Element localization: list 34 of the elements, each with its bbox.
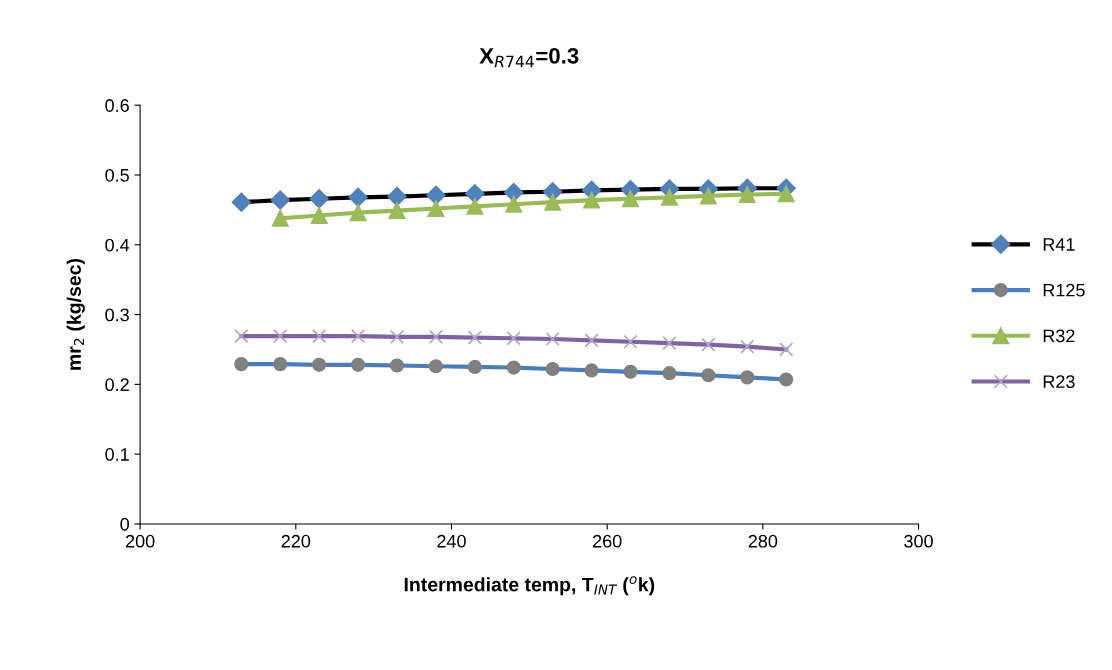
x-axis-title: Intermediate temp, T$_{INT}$ ($^{o}$k) — [404, 576, 655, 596]
point — [777, 185, 795, 203]
legend-label: R125 — [1043, 283, 1085, 297]
point — [622, 190, 639, 208]
y-tick-label: 0.5 — [105, 168, 129, 182]
point — [466, 197, 484, 215]
x-tick-label: 200 — [125, 534, 155, 548]
point — [660, 188, 678, 206]
point — [544, 193, 562, 211]
x-tick-label: 260 — [593, 534, 622, 548]
point — [349, 204, 367, 222]
chart-title: X$_{R744}$=0.3 — [479, 47, 579, 68]
y-tick-label: 0 — [120, 517, 129, 531]
legend-label: R32 — [1043, 329, 1075, 343]
x-tick-label: 240 — [437, 534, 466, 548]
point — [738, 186, 756, 203]
y-tick-label: 0.4 — [105, 238, 130, 252]
point — [310, 206, 328, 224]
legend-label: R23 — [1043, 375, 1075, 388]
legend-label: R41 — [1043, 238, 1075, 251]
x-tick-label: 220 — [281, 534, 311, 548]
y-tick-label: 0.6 — [105, 99, 129, 112]
y-tick-label: 0.1 — [105, 448, 129, 461]
y-tick-label: 0.3 — [105, 308, 129, 322]
point — [427, 200, 445, 217]
point — [583, 191, 601, 209]
y-tick-label: 0.2 — [105, 378, 129, 392]
point — [699, 187, 717, 205]
x-tick-label: 280 — [748, 534, 778, 548]
point — [505, 195, 523, 213]
x-tick-label: 300 — [904, 534, 933, 548]
point — [388, 202, 406, 220]
point — [271, 209, 289, 227]
y-axis-title: mr$_{2}$ (kg/sec) — [66, 258, 85, 370]
